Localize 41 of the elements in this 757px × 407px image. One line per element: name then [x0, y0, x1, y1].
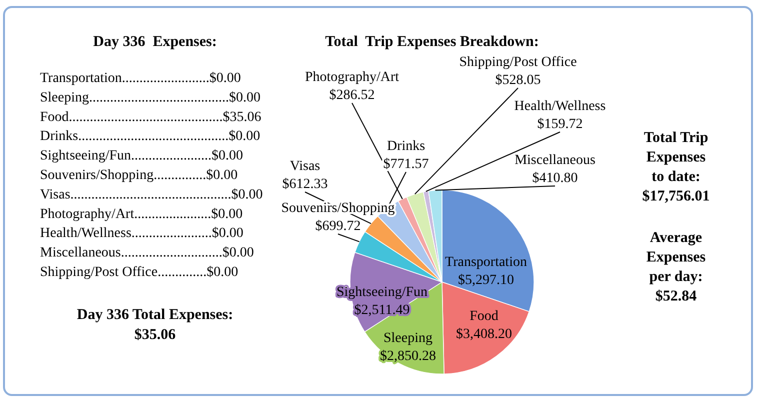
- text: $52.84: [655, 288, 698, 304]
- text: Sightseeing/Fun.......................$0.00: [40, 148, 244, 164]
- text: Average: [650, 230, 702, 246]
- chart-title: Total Trip Expenses Breakdown:: [325, 34, 539, 50]
- text: to date:: [652, 169, 700, 185]
- text: Visas..............................................$0.00: [40, 187, 263, 202]
- data-label: $286.52: [329, 88, 375, 103]
- slice-label: Sleeping: [384, 331, 432, 346]
- text: Expenses: [646, 150, 706, 166]
- data-label: $410.80: [532, 171, 578, 186]
- slice-label: Visas: [290, 159, 320, 174]
- text: Total Trip: [644, 130, 708, 146]
- text: Transportation.........................$0.00: [40, 71, 241, 86]
- text: Sleeping........................................$0.00: [40, 90, 260, 106]
- text: Miscellaneous.............................$0.00: [40, 246, 254, 261]
- text: $17,756.01: [642, 188, 710, 204]
- slice-label: Food: [470, 309, 498, 324]
- text: Photography/Art......................$0.00: [40, 206, 243, 222]
- data-label: $5,297.10: [458, 273, 514, 288]
- text: per day:: [649, 269, 703, 285]
- slice-label: Miscellaneous: [514, 153, 596, 168]
- data-label: $3,408.20: [456, 327, 512, 342]
- data-label: $771.57: [383, 157, 429, 172]
- text: Day 336 Total Expenses:: [76, 307, 234, 323]
- data-label: $699.72: [315, 219, 361, 234]
- data-label: $528.05: [495, 73, 541, 88]
- data-label: $612.33: [282, 177, 328, 192]
- slice-label: Health/Wellness: [514, 99, 606, 114]
- text: Drinks...........................................$0.00: [40, 129, 260, 144]
- text: Expenses: [646, 250, 706, 266]
- text: Shipping/Post Office..............$0.00: [40, 265, 238, 280]
- text: $35.06: [134, 327, 176, 343]
- slice-label: Drinks: [386, 139, 426, 154]
- slice-label: Shipping/Post Office: [459, 55, 577, 70]
- slice-label: Photography/Art: [304, 70, 400, 85]
- slice-label: Transportation: [445, 255, 527, 270]
- data-label: $159.72: [537, 117, 583, 132]
- text: Food............................................$35.06: [40, 110, 262, 125]
- text: Health/Wellness.......................$0.00: [40, 226, 244, 242]
- text: Day 336 Expenses:: [93, 34, 217, 50]
- text: Souvenirs/Shopping...............$0.00: [40, 168, 238, 183]
